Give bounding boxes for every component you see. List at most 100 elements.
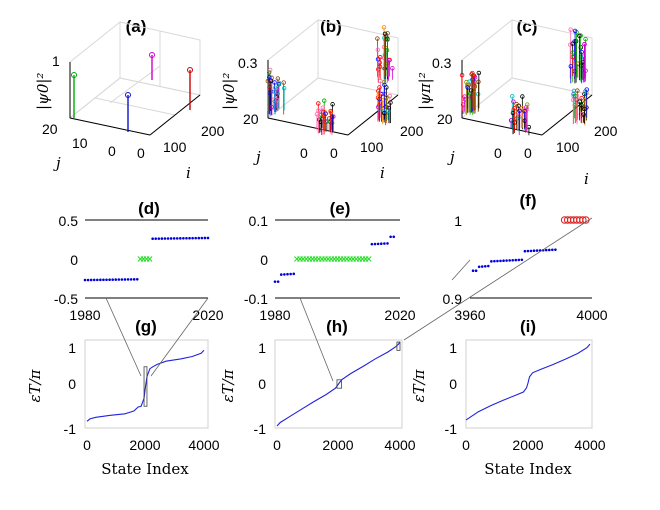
point-bulk-high: [151, 237, 154, 241]
y-axis: [267, 117, 349, 136]
ytick-0: 0: [258, 376, 266, 392]
point-bulk-high: [179, 237, 182, 240]
ytick-20: 20: [243, 111, 259, 127]
point-bulk-a: [273, 280, 277, 283]
point-bulk-c: [383, 242, 386, 245]
stem-head-c: [465, 85, 470, 90]
stem-head-b: [382, 110, 387, 116]
panel-label-a: (a): [126, 17, 147, 36]
point-bulk-c: [490, 260, 493, 263]
stem-head-b: [265, 78, 271, 84]
point-bulk-c: [517, 258, 521, 262]
stem-head-b: [378, 78, 383, 84]
point-bulk-b: [289, 272, 292, 276]
stem-head-c: [476, 70, 482, 76]
point-bulk-d: [532, 249, 536, 253]
stem-head-c: [570, 50, 575, 55]
stem-head-c: [464, 83, 470, 88]
ylabel-g: εT/π: [26, 368, 44, 402]
ytick-0: 0: [260, 252, 268, 268]
connector-g-d-right: [150, 297, 209, 377]
stem-head-b: [378, 55, 383, 60]
stem-head-c: [573, 94, 578, 99]
point-bulk-c: [502, 259, 505, 263]
stem-head-b: [388, 100, 393, 105]
stem-head-c: [584, 87, 589, 92]
point-bulk-d: [529, 249, 533, 253]
stem-head-c: [570, 41, 575, 46]
panel-label-i: (i): [520, 317, 536, 336]
stem-head-b: [269, 76, 275, 81]
stem-head-c: [525, 102, 530, 107]
point-bulk-c: [514, 258, 518, 262]
point-bulk-low: [89, 278, 93, 282]
point-bulk-d: [554, 248, 557, 251]
xlabel-c: i: [584, 170, 589, 188]
stem-head-b: [386, 105, 392, 111]
stem-head-c: [459, 72, 465, 78]
point-bulk-low: [111, 278, 114, 281]
stem-head-c: [520, 94, 525, 99]
point-bulk-low: [105, 278, 108, 282]
zoom-connectors: [105, 217, 593, 382]
point-bulk-b: [483, 264, 487, 268]
stem-head-c: [567, 42, 573, 47]
xlabel-a: i: [186, 164, 191, 182]
stem-head-b: [382, 82, 387, 88]
ztick-0.3: 0.3: [432, 55, 452, 71]
xtick-100: 100: [556, 139, 580, 155]
ytick-20: 20: [42, 121, 58, 137]
stem-head-c: [573, 38, 579, 44]
point-bulk-b: [477, 265, 481, 269]
xtick-100: 100: [163, 139, 187, 155]
panel-h: (h) 1 0 -1 εT/π 0 2000 4000: [219, 317, 416, 453]
point-bulk-high: [175, 237, 179, 240]
panel-a: (a) 1 |ψ0|² 20 10 0 j 0 100: [34, 17, 225, 182]
ytick-0.1: 0.1: [249, 213, 269, 229]
panel-label-b: (b): [320, 17, 342, 36]
ytick-1: 1: [449, 340, 457, 356]
point-bulk-c: [499, 259, 502, 263]
stem-head-c: [510, 94, 515, 99]
stem-head-b: [324, 119, 330, 124]
xtick-200: 200: [594, 123, 618, 139]
ztick-0.3: 0.3: [238, 55, 258, 71]
stem-head-b: [330, 102, 335, 107]
stem-head-c: [575, 88, 580, 93]
plot-i: [465, 343, 591, 421]
stem-head-b: [385, 37, 390, 42]
stem-head-b: [267, 75, 272, 80]
point-bulk-low: [83, 278, 87, 282]
point-bulk-low: [126, 278, 130, 281]
point-bulk-high: [203, 236, 207, 240]
stem-head-b: [316, 108, 321, 113]
stem-head-c: [511, 99, 516, 104]
ytick-neg1: -1: [64, 421, 77, 437]
xlabel-g: State Index: [101, 460, 189, 478]
ytick-0.9: 0.9: [443, 291, 463, 307]
xtick-4000: 4000: [188, 437, 219, 453]
ytick-0: 0: [68, 376, 76, 392]
point-corner: [146, 256, 153, 262]
stem-head-c: [582, 91, 587, 97]
point-bulk-b: [480, 265, 484, 268]
stem-head-b: [381, 80, 387, 85]
stem-head-c: [581, 112, 586, 117]
stem-head-c: [572, 28, 578, 34]
point-bulk-c: [520, 258, 524, 262]
xtick-4000: 4000: [384, 437, 415, 453]
point-bulk-high: [206, 236, 210, 240]
point-bulk-b: [279, 273, 283, 276]
point-bulk-c: [508, 259, 511, 262]
xtick-0: 0: [273, 437, 281, 453]
point-bulk-high: [154, 237, 158, 240]
panel-label-h: (h): [326, 317, 348, 336]
stem-head-b: [381, 25, 387, 30]
ytick-neg1: -1: [445, 421, 458, 437]
point-bulk-c: [386, 242, 389, 245]
stem-head-c: [578, 112, 584, 117]
stem-clusters-c: [459, 27, 589, 136]
ztick-1: 1: [52, 53, 60, 69]
panel-label-f: (f): [520, 191, 537, 210]
point-bulk-c: [376, 242, 380, 246]
